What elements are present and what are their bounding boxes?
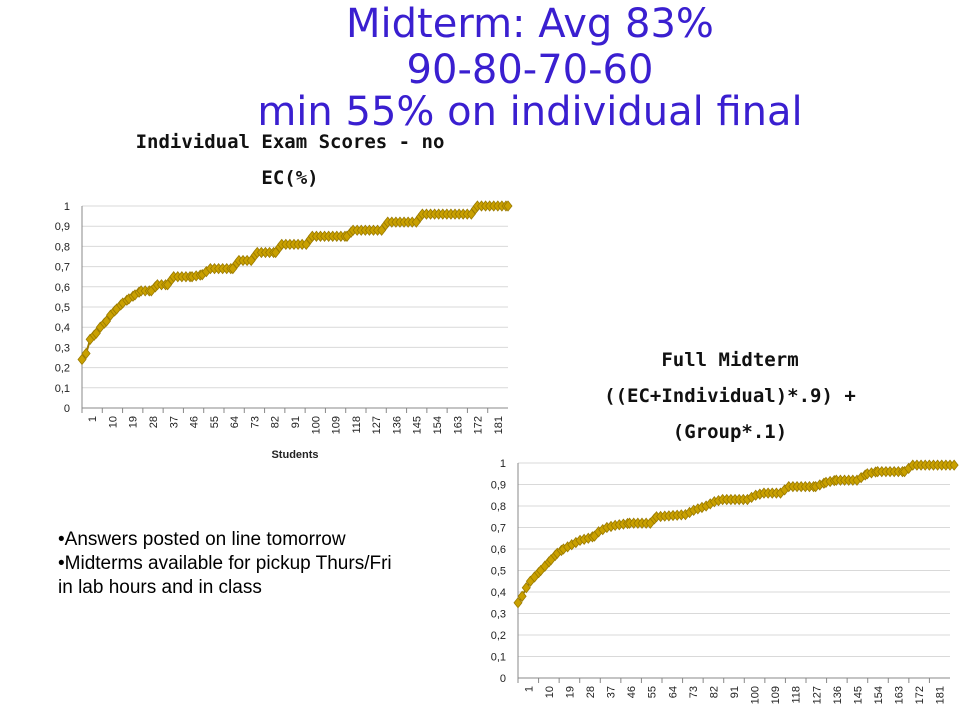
x-tick-label: 172 [914,686,926,704]
note-item-answers: •Answers posted on line tomorrow [58,529,346,550]
data-point-marker [521,582,531,594]
y-tick-label: 0,9 [491,480,506,492]
data-point-marker [91,327,101,339]
x-tick-label: 154 [432,416,444,434]
x-tick-label: 145 [412,416,424,434]
x-tick-label: 10 [544,686,556,698]
x-tick-label: 118 [351,416,363,434]
y-tick-label: 0,3 [491,609,506,621]
y-tick-label: 0,2 [491,630,506,642]
y-tick-label: 0,8 [55,241,70,253]
y-tick-label: 0,2 [55,363,70,375]
x-tick-label: 82 [270,416,282,428]
y-tick-label: 0,7 [55,262,70,274]
x-tick-label: 109 [331,416,343,434]
x-tick-label: 64 [229,416,241,428]
x-tick-label: 19 [128,416,140,428]
y-tick-label: 0,6 [55,282,70,294]
data-point-marker [101,315,111,327]
data-point-marker [503,200,513,212]
data-point-marker [517,590,527,602]
x-tick-label: 37 [606,686,618,698]
data-point-marker [77,353,87,366]
x-tick-label: 73 [688,686,700,698]
y-tick-label: 0,4 [55,322,70,334]
chart1-title-line-2: EC(%) [261,167,319,189]
x-tick-label: 37 [168,416,180,428]
y-tick-label: 0,1 [55,383,70,395]
y-tick-label: 0 [500,673,506,685]
x-tick-label: 127 [371,416,383,434]
x-tick-label: 172 [473,416,485,434]
data-point-marker [949,459,959,471]
series-line [517,464,955,604]
x-tick-label: 100 [750,686,762,704]
x-tick-label: 28 [585,686,597,698]
x-tick-label: 82 [708,686,720,698]
title-line-1: Midterm: Avg 83% [346,1,714,47]
x-axis-label: Students [271,449,318,461]
x-tick-label: 163 [894,686,906,704]
data-point-marker [81,347,91,360]
y-tick-label: 0,5 [491,566,506,578]
x-tick-label: 154 [873,686,885,704]
y-tick-label: 1 [500,458,506,470]
title-line-2: 90-80-70-60 [406,47,654,93]
x-tick-label: 19 [564,686,576,698]
x-tick-label: 91 [290,416,302,428]
x-tick-label: 181 [493,416,505,434]
x-tick-label: 46 [626,686,638,698]
y-tick-label: 0,1 [491,652,506,664]
x-tick-label: 55 [647,686,659,698]
x-tick-label: 46 [189,416,201,428]
x-tick-label: 118 [791,686,803,704]
x-tick-label: 73 [249,416,261,428]
x-tick-label: 136 [391,416,403,434]
chart2-title-line-1: Full Midterm [661,349,799,371]
y-tick-label: 0,5 [55,302,70,314]
x-tick-label: 28 [148,416,160,428]
note-item-pickup: •Midterms available for pickup Thurs/Fri [58,553,392,574]
x-tick-label: 136 [832,686,844,704]
x-tick-label: 1 [87,416,99,422]
notes-list: •Answers posted on line tomorrow •Midter… [58,528,392,600]
chart1-individual-exam-scores: 0 0,1 0,2 0,3 0,4 0,5 0,6 0,7 0,8 0,9 1 1 10 19 28 37 46… [55,200,513,461]
x-tick-label: 145 [852,686,864,704]
data-point-marker [513,597,523,609]
chart1-title-line-1: Individual Exam Scores - no [135,131,445,153]
title-line-3: min 55% on individual final [257,89,803,135]
y-tick-label: 0 [64,403,70,415]
chart1-title: Individual Exam Scores - no EC(%) [70,124,510,196]
x-tick-label: 1 [523,686,535,692]
x-tick-label: 10 [107,416,119,428]
y-tick-label: 0,9 [55,221,70,233]
note-item-pickup-cont: in lab hours and in class [58,577,262,598]
y-tick-label: 0,7 [491,523,506,535]
x-tick-label: 181 [935,686,947,704]
x-tick-label: 163 [452,416,464,434]
x-tick-label: 91 [729,686,741,698]
y-tick-label: 0,4 [491,587,506,599]
x-tick-label: 64 [667,686,679,698]
chart2-title: Full Midterm ((EC+Individual)*.9) + (Gro… [510,342,950,450]
series-line [81,205,508,361]
y-tick-label: 0,8 [491,501,506,513]
chart2-full-midterm: 0 0,1 0,2 0,3 0,4 0,5 0,6 0,7 0,8 0,9 1 1 10 19 28 37 46… [491,458,959,704]
chart2-title-line-2: ((EC+Individual)*.9) + [604,385,856,407]
y-tick-label: 1 [64,201,70,213]
x-tick-label: 100 [310,416,322,434]
y-tick-label: 0,6 [491,544,506,556]
x-tick-label: 127 [811,686,823,704]
chart2-title-line-3: (Group*.1) [672,421,788,443]
x-tick-label: 55 [209,416,221,428]
x-tick-label: 109 [770,686,782,704]
y-tick-label: 0,3 [55,342,70,354]
